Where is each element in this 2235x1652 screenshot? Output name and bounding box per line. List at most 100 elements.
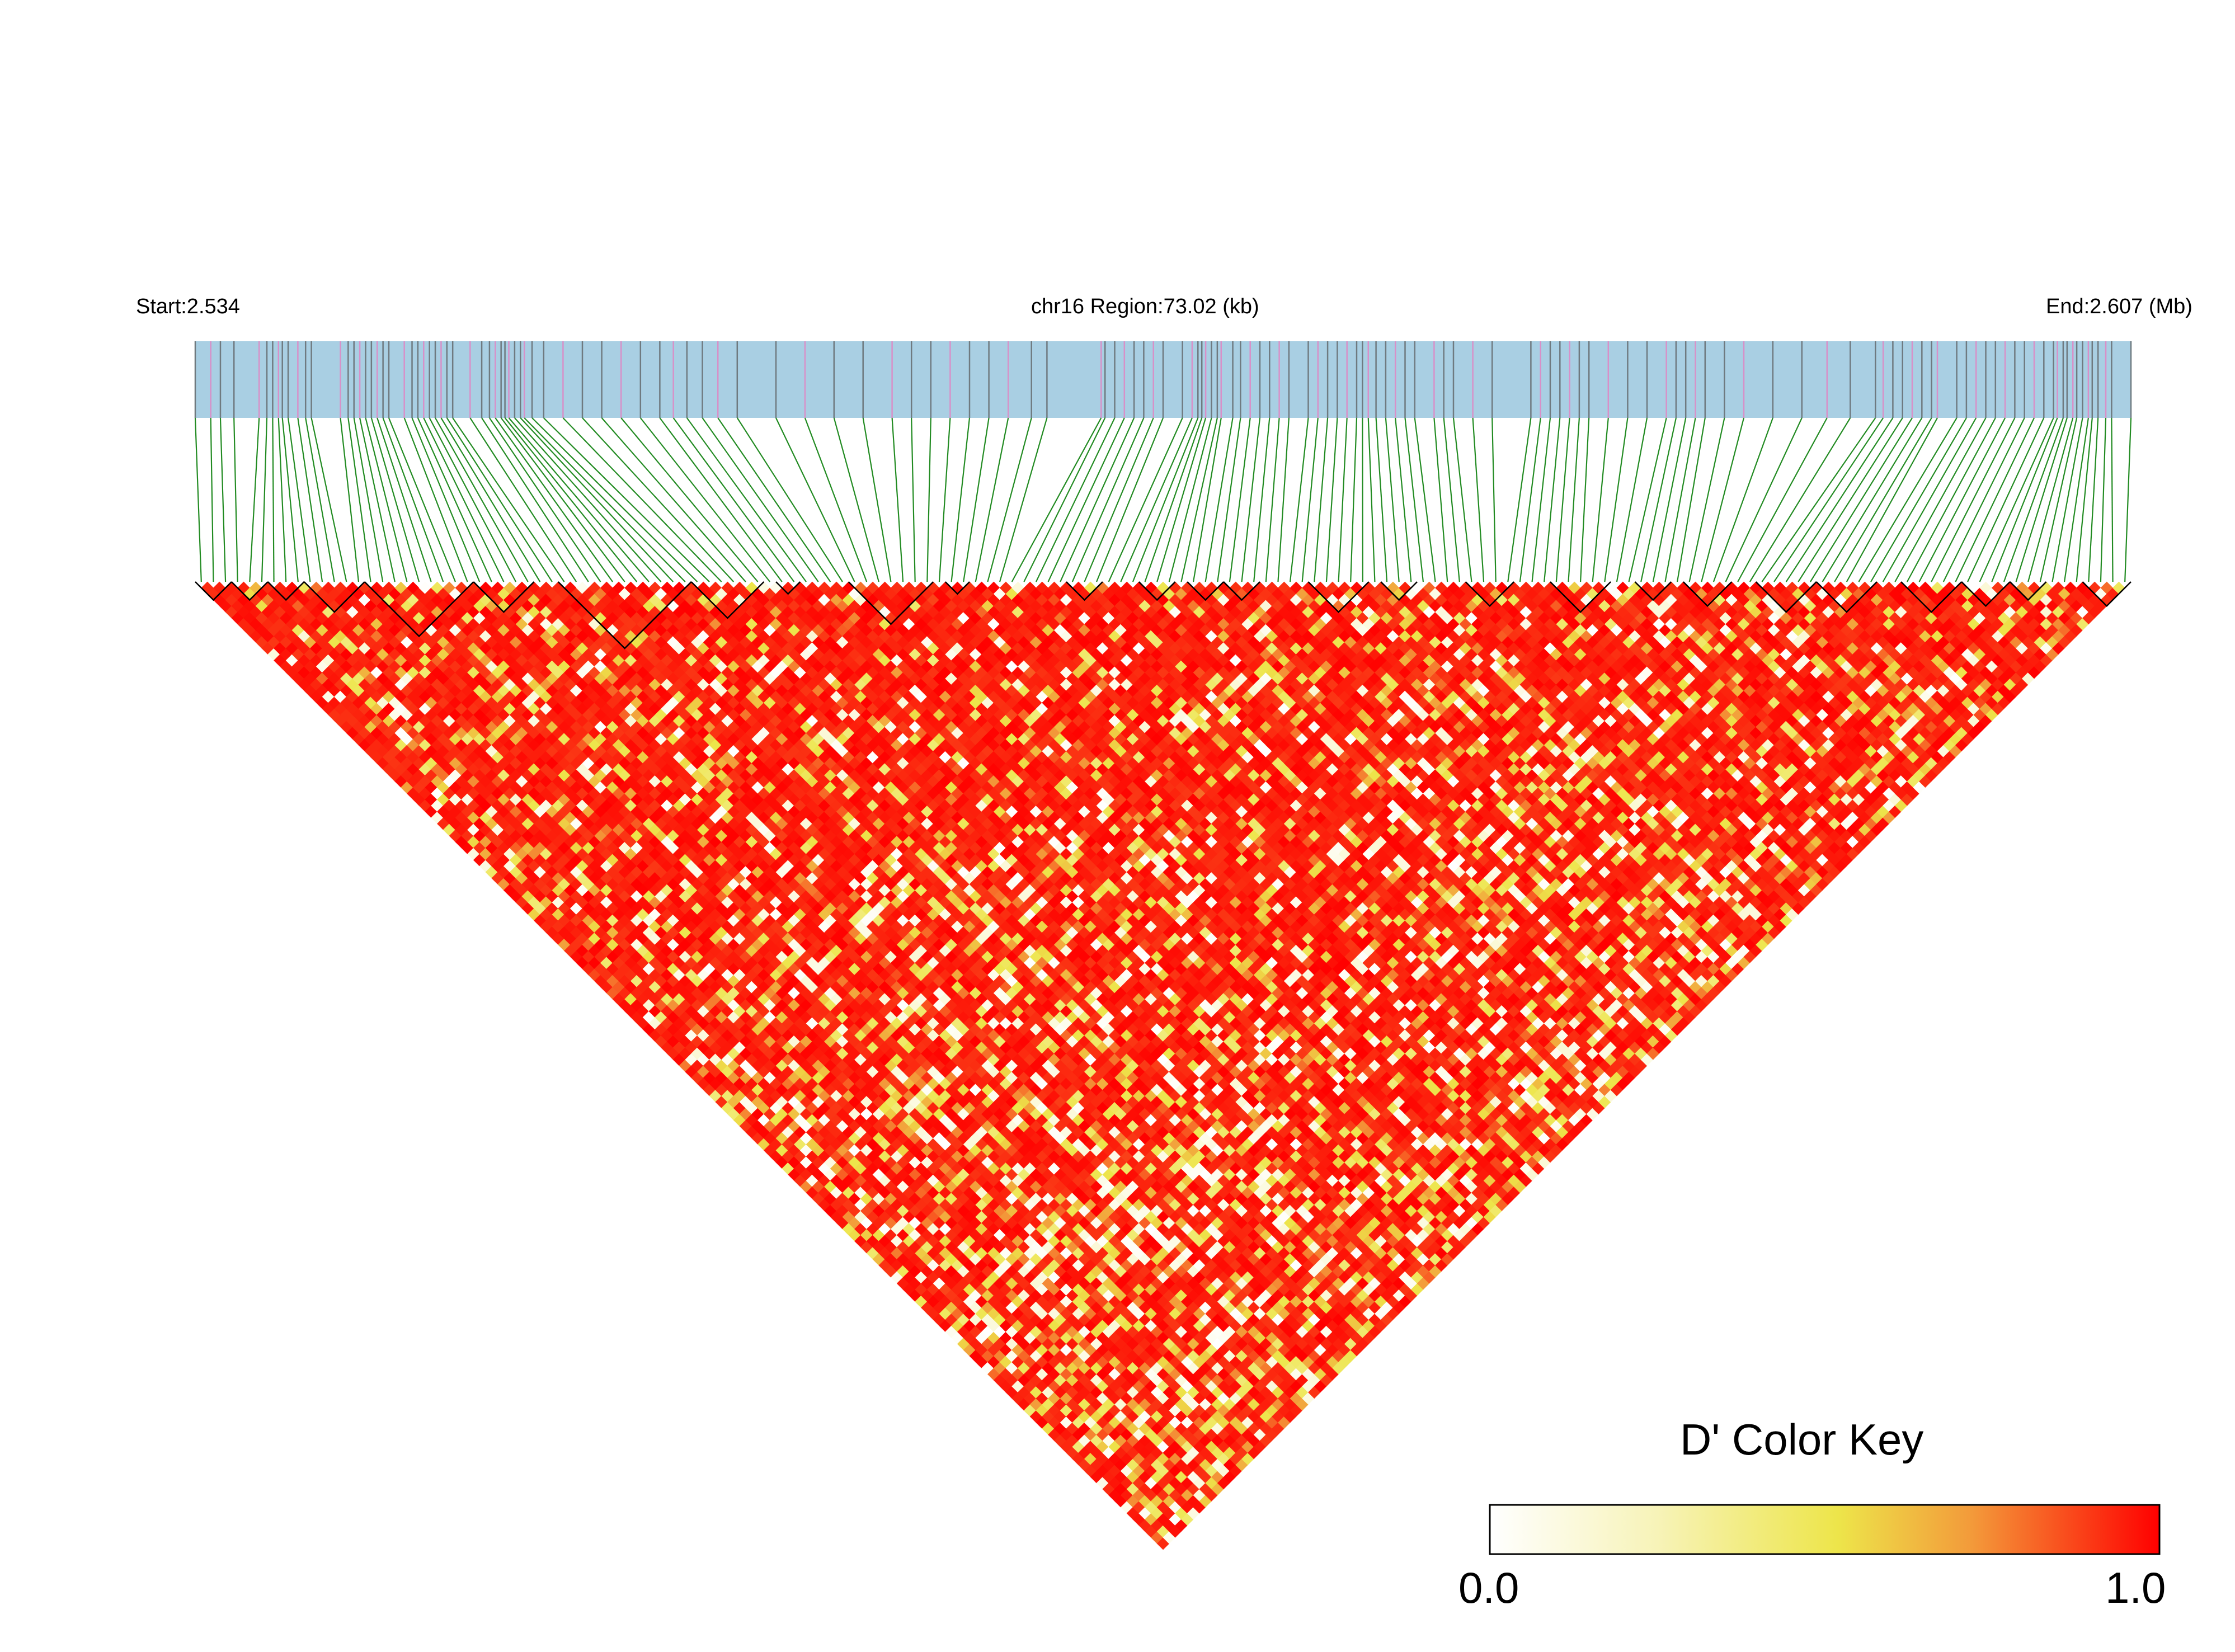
snp-connector xyxy=(370,417,420,582)
snp-connector xyxy=(1071,417,1145,582)
snp-connector xyxy=(1798,417,1903,582)
snp-connector xyxy=(452,417,565,582)
snp-connector xyxy=(891,417,904,582)
snp-connector xyxy=(297,417,323,582)
snp-connector xyxy=(1120,417,1193,582)
snp-connector xyxy=(1168,417,1212,582)
snp-connector xyxy=(804,417,868,582)
snp-connector xyxy=(440,417,541,582)
snp-connector xyxy=(277,417,287,582)
snp-connector xyxy=(1414,417,1436,582)
snp-connector xyxy=(500,417,625,582)
snp-connector xyxy=(1579,417,1590,582)
snp-connector xyxy=(736,417,843,582)
snp-connector xyxy=(1942,417,2025,582)
snp-connector xyxy=(388,417,456,582)
snp-connector xyxy=(686,417,807,582)
snp-connector xyxy=(1156,417,1207,582)
snp-connector xyxy=(287,417,311,582)
snp-connector xyxy=(1664,417,1696,582)
snp-connector xyxy=(1217,417,1241,582)
snp-connector xyxy=(272,417,275,582)
snp-connector xyxy=(659,417,783,582)
snp-connector xyxy=(1725,417,1803,582)
snp-connector xyxy=(1544,417,1561,582)
snp-connector xyxy=(1204,417,1234,582)
snp-connector xyxy=(1918,417,2006,582)
snp-connector xyxy=(1047,417,1125,582)
snp-connector xyxy=(2076,417,2093,582)
snp-connector xyxy=(194,417,202,582)
snp-connector xyxy=(1385,417,1400,582)
snp-connector xyxy=(495,417,613,582)
snp-connector xyxy=(417,417,492,582)
snp-connector xyxy=(1180,417,1218,582)
snp-connector xyxy=(411,417,481,582)
snp-connector xyxy=(2100,417,2107,582)
snp-connector xyxy=(1688,417,1725,582)
snp-connector xyxy=(249,417,260,582)
snp-connector xyxy=(1931,417,2016,582)
snp-connector xyxy=(1229,417,1251,582)
snp-connector xyxy=(1616,417,1648,582)
snp-connector xyxy=(1785,417,1894,582)
snp-connector xyxy=(1519,417,1541,582)
snp-connector xyxy=(219,417,227,582)
snp-connector xyxy=(2088,417,2099,582)
snp-connector xyxy=(1858,417,1958,582)
snp-connector xyxy=(2003,417,2064,582)
snp-connector xyxy=(702,417,819,582)
snp-connector xyxy=(305,417,335,582)
snp-connector xyxy=(620,417,759,582)
snp-connector xyxy=(1241,417,1261,582)
snp-connector xyxy=(1701,417,1745,582)
snp-connector xyxy=(359,417,396,582)
snp-connector xyxy=(1979,417,2054,582)
snp-connector xyxy=(403,417,468,582)
snp-connector xyxy=(1023,417,1106,582)
snp-connector xyxy=(347,417,371,582)
snp-connector xyxy=(1507,417,1532,582)
snp-connector xyxy=(508,417,650,582)
snp-connector xyxy=(2015,417,2068,582)
snp-connector xyxy=(1894,417,1987,582)
snp-connector xyxy=(1773,417,1884,582)
snp-connector xyxy=(435,417,529,582)
snp-connector xyxy=(446,417,553,582)
snp-connector xyxy=(601,417,746,582)
snp-connector xyxy=(1395,417,1412,582)
snp-connector xyxy=(1433,417,1448,582)
snp-connector xyxy=(1443,417,1460,582)
snp-connector xyxy=(1555,417,1570,582)
snp-connector xyxy=(639,417,771,582)
snp-connector xyxy=(2052,417,2083,582)
snp-connector xyxy=(1822,417,1923,582)
snp-connector xyxy=(1060,417,1135,582)
snp-connector xyxy=(1604,417,1629,582)
snp-connector xyxy=(1253,417,1271,582)
snp-connector xyxy=(1108,417,1183,582)
snp-connector xyxy=(1628,417,1667,582)
snp-connector xyxy=(1761,417,1876,582)
snp-connector xyxy=(1277,417,1290,582)
snp-connector xyxy=(1367,417,1376,582)
snp-connector xyxy=(524,417,686,582)
snp-connector xyxy=(717,417,831,582)
snp-connector xyxy=(1192,417,1222,582)
snp-connector xyxy=(504,417,638,582)
snp-connector xyxy=(520,417,674,582)
snp-connector xyxy=(1314,417,1329,582)
snp-connector xyxy=(1882,417,1977,582)
snp-connector xyxy=(1640,417,1677,582)
snp-connector xyxy=(1350,417,1358,582)
snp-connector xyxy=(1325,417,1338,582)
snp-connector xyxy=(2039,417,2078,582)
snp-connector xyxy=(1568,417,1580,582)
snp-connector xyxy=(1870,417,1967,582)
snp-connector xyxy=(999,417,1048,582)
snp-connector xyxy=(1834,417,1932,582)
snp-connector xyxy=(1265,417,1280,582)
snp-connector xyxy=(987,417,1032,582)
snp-connector xyxy=(543,417,710,582)
